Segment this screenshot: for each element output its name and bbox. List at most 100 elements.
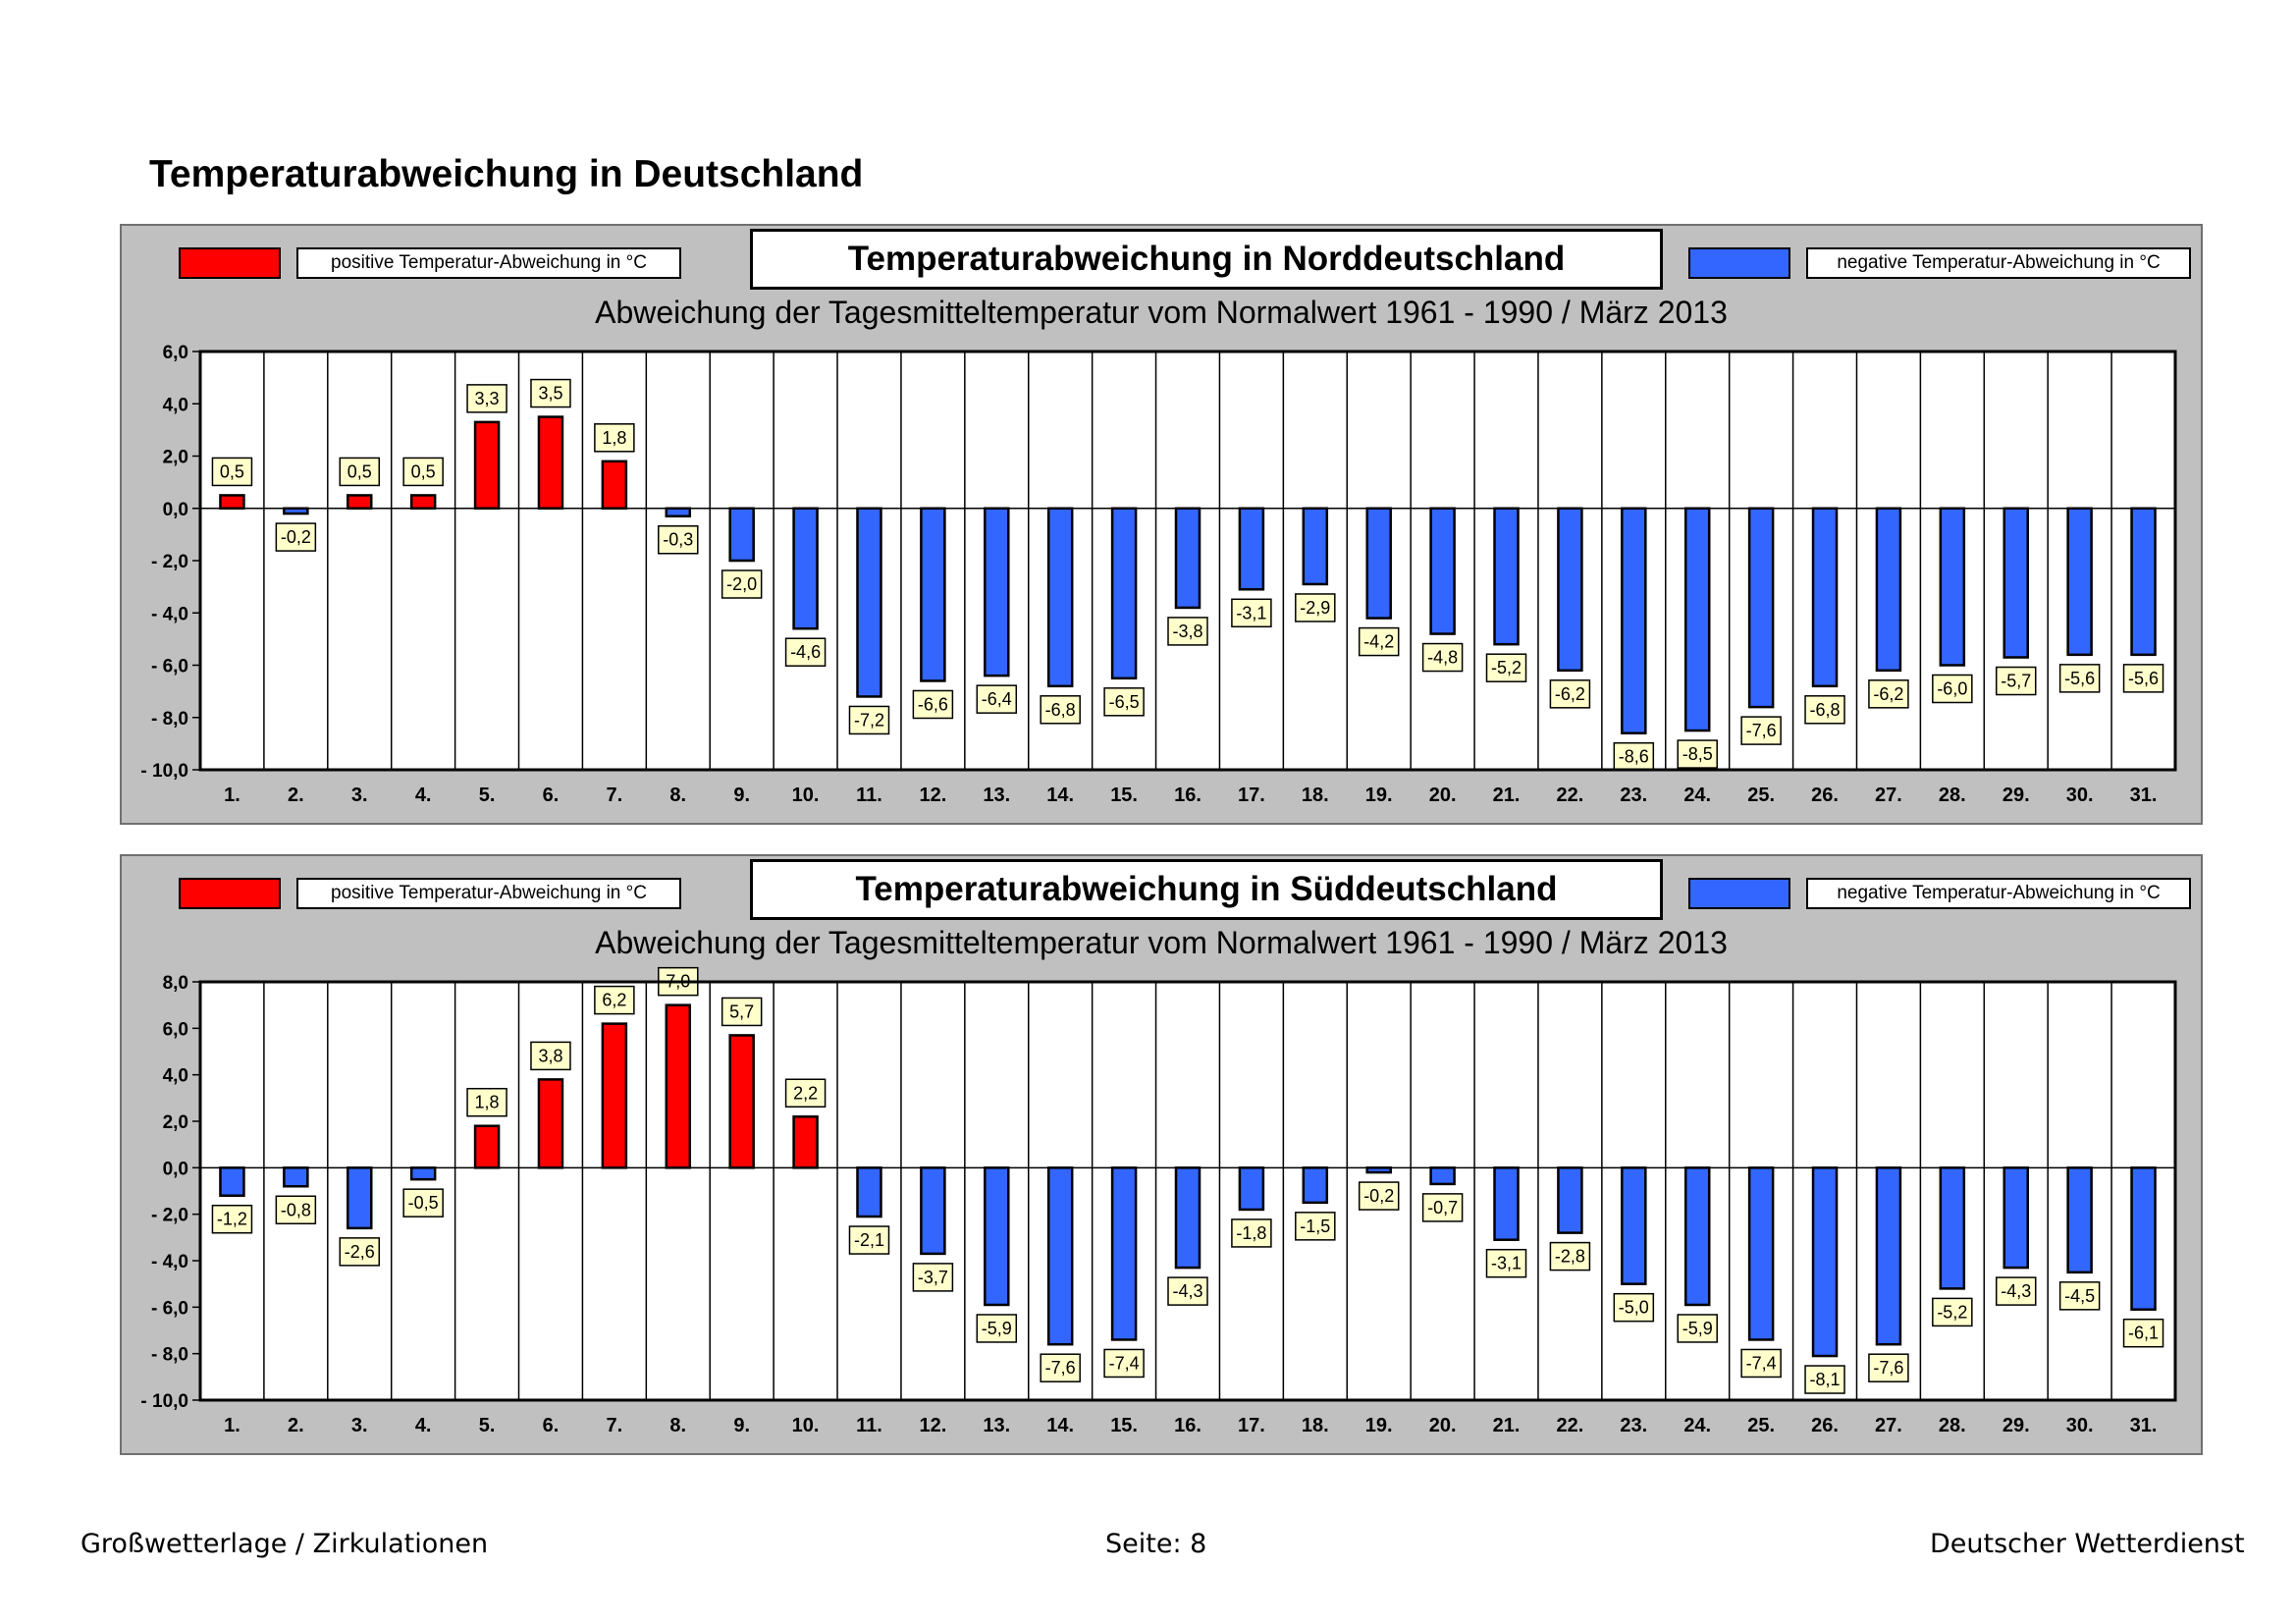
value-label-box — [275, 1195, 317, 1225]
x-tick-label: 29. — [2002, 784, 2030, 806]
chart-subtitle: Abweichung der Tagesmitteltemperatur vom… — [595, 295, 1728, 330]
x-tick-label: 7. — [607, 784, 623, 806]
value-label-box — [1868, 1353, 1909, 1382]
bar — [728, 1034, 755, 1169]
value-label: -7,6 — [1746, 721, 1777, 740]
value-label: 0,5 — [220, 461, 244, 481]
value-label-box — [784, 1078, 827, 1109]
bar — [1683, 507, 1711, 732]
bar — [2130, 1166, 2157, 1311]
legend-positive-swatch — [179, 247, 281, 279]
value-label: -5,2 — [1491, 658, 1522, 677]
value-label: -6,1 — [2128, 1324, 2159, 1343]
value-label-box — [1485, 1248, 1527, 1278]
x-tick-label: 18. — [1302, 1415, 1329, 1436]
value-label-box — [1485, 653, 1527, 682]
value-label: -2,9 — [1300, 598, 1330, 618]
x-tick-label: 1. — [224, 1415, 240, 1436]
value-label: -7,4 — [1746, 1353, 1777, 1373]
x-tick-label: 26. — [1811, 784, 1839, 806]
value-label: -1,8 — [1236, 1223, 1266, 1243]
value-label-box — [1995, 666, 2037, 696]
footer-center: Seite: 8 — [1105, 1529, 1207, 1559]
value-label-box — [530, 378, 571, 408]
bar — [984, 507, 1010, 677]
value-label: -0,2 — [281, 527, 311, 547]
bar — [984, 1166, 1010, 1307]
value-label: -0,5 — [408, 1193, 439, 1213]
legend-negative-swatch — [1688, 247, 1790, 279]
x-tick-label: 11. — [856, 784, 882, 806]
x-tick-label: 9. — [733, 784, 750, 806]
bar — [1238, 1166, 1265, 1212]
x-tick-label: 22. — [1557, 1415, 1584, 1436]
y-tick-label: 6,0 — [163, 1019, 188, 1040]
value-label: -4,3 — [1172, 1281, 1202, 1301]
value-label: -5,0 — [1619, 1298, 1649, 1318]
x-tick-label: 3. — [351, 1415, 368, 1436]
y-tick-label: - 4,0 — [151, 1252, 188, 1272]
y-tick-label: - 6,0 — [151, 657, 188, 677]
x-tick-label: 23. — [1620, 1415, 1647, 1436]
y-tick-label: 4,0 — [163, 1066, 188, 1087]
x-tick-label: 19. — [1365, 784, 1393, 806]
y-tick-label: - 10,0 — [140, 1391, 188, 1412]
chart-subtitle: Abweichung der Tagesmitteltemperatur vom… — [595, 925, 1728, 960]
legend-negative-label: negative Temperatur-Abweichung in °C — [1806, 878, 2191, 909]
value-label-box — [1804, 1365, 1845, 1394]
south-bar-chart: 8,0 6,0 4,0 2,0 0,0 - 2,0 - 4,0 - 6,0 - 8,0 - 10,… — [140, 966, 2177, 1436]
south-chart-panel: positive Temperatur-Abweichung in °C Tem… — [120, 854, 2203, 1455]
bar — [1429, 507, 1456, 635]
x-tick-label: 2. — [288, 1415, 304, 1436]
bar — [601, 1022, 628, 1169]
x-tick-label: 19. — [1365, 1415, 1393, 1436]
footer-right: Deutscher Wetterdienst — [1930, 1529, 2245, 1559]
x-tick-label: 15. — [1110, 784, 1138, 806]
bar — [283, 507, 309, 515]
bar — [2066, 507, 2093, 657]
value-label: -5,9 — [1682, 1319, 1713, 1338]
bar — [665, 1003, 692, 1169]
value-label: -1,2 — [217, 1210, 247, 1229]
bar — [792, 507, 819, 630]
value-label-box — [1358, 626, 1400, 657]
value-label: -7,4 — [1109, 1353, 1140, 1373]
bar — [473, 420, 501, 510]
value-label: -4,5 — [2064, 1286, 2095, 1306]
bar — [2002, 1166, 2029, 1270]
x-tick-label: 25. — [1747, 784, 1775, 806]
value-label-box — [848, 1225, 890, 1255]
value-label-box — [1613, 741, 1655, 772]
bar — [537, 1078, 564, 1169]
footer-left: Großwetterlage / Zirkulationen — [80, 1529, 489, 1559]
legend-positive-swatch — [179, 878, 281, 909]
x-tick-label: 20. — [1429, 1415, 1457, 1436]
y-tick-label: 2,0 — [163, 1112, 188, 1133]
x-tick-label: 12. — [919, 1415, 946, 1436]
value-label-box — [1740, 716, 1782, 745]
value-label: 1,8 — [475, 1093, 500, 1112]
value-label: -2,0 — [726, 574, 757, 594]
value-label: 5,7 — [729, 1001, 754, 1021]
value-label-box — [976, 1314, 1018, 1343]
value-label: -7,6 — [1045, 1358, 1076, 1378]
chart-title: Temperaturabweichung in Norddeutschland — [750, 229, 1663, 290]
bar — [1365, 507, 1392, 620]
value-label-box — [339, 1237, 381, 1267]
x-tick-label: 6. — [543, 1415, 560, 1436]
value-label: -5,9 — [982, 1319, 1012, 1338]
x-tick-label: 28. — [1939, 1415, 1966, 1436]
y-tick-label: 2,0 — [163, 448, 188, 468]
value-label: -6,4 — [982, 689, 1012, 709]
bar — [1811, 1166, 1839, 1358]
bar — [2130, 507, 2157, 657]
value-label: -4,3 — [2001, 1281, 2031, 1301]
bar — [1174, 1166, 1201, 1270]
bar — [219, 494, 245, 510]
x-tick-label: 10. — [792, 1415, 820, 1436]
bar — [1046, 507, 1074, 688]
value-label: -4,8 — [1427, 648, 1458, 668]
value-label: 0,5 — [411, 461, 436, 481]
x-tick-label: 21. — [1493, 1415, 1521, 1436]
value-label-box — [2058, 1281, 2101, 1311]
